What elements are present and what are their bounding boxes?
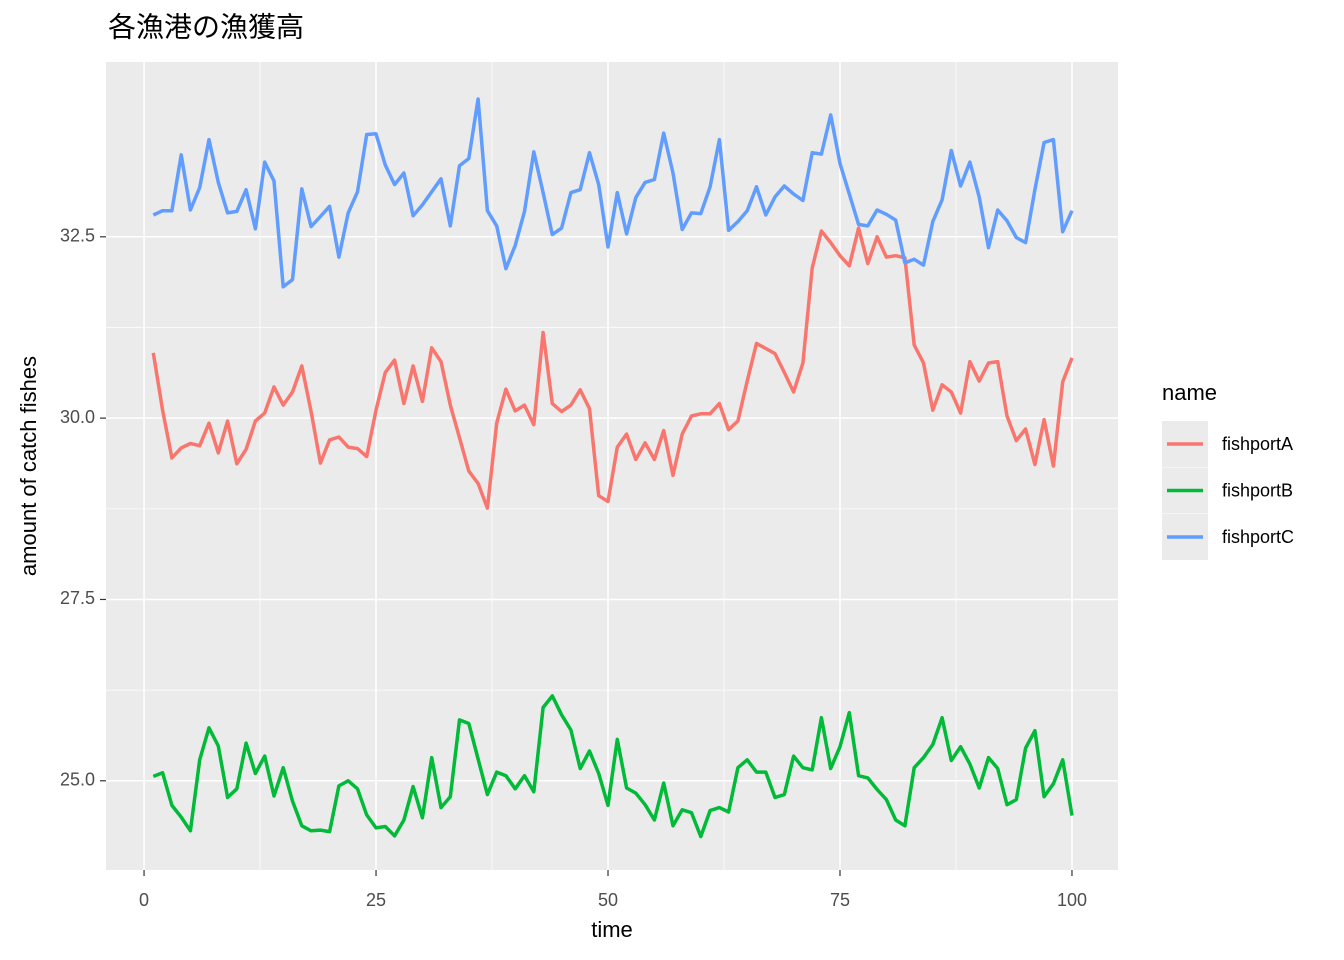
legend-label: fishportB	[1222, 480, 1293, 500]
series-line	[152, 97, 1074, 289]
panel	[106, 62, 1118, 870]
chart-title: 各漁港の漁獲高	[108, 11, 304, 42]
x-tick-label: 75	[830, 890, 850, 910]
y-tick-label: 27.5	[60, 588, 95, 608]
y-tick-label: 32.5	[60, 226, 95, 246]
x-axis-label: time	[591, 917, 633, 942]
legend-title: name	[1162, 380, 1217, 405]
series-line	[151, 226, 1074, 510]
y-tick-label: 25.0	[60, 770, 95, 790]
x-tick-label: 100	[1057, 890, 1087, 910]
x-tick-label: 0	[139, 890, 149, 910]
series-line	[152, 694, 1074, 839]
y-axis-label: amount of catch fishes	[16, 356, 41, 576]
legend-label: fishportA	[1222, 434, 1293, 454]
x-tick-label: 25	[366, 890, 386, 910]
x-tick-label: 50	[598, 890, 618, 910]
y-tick-label: 30.0	[60, 407, 95, 427]
legend-label: fishportC	[1222, 527, 1294, 547]
